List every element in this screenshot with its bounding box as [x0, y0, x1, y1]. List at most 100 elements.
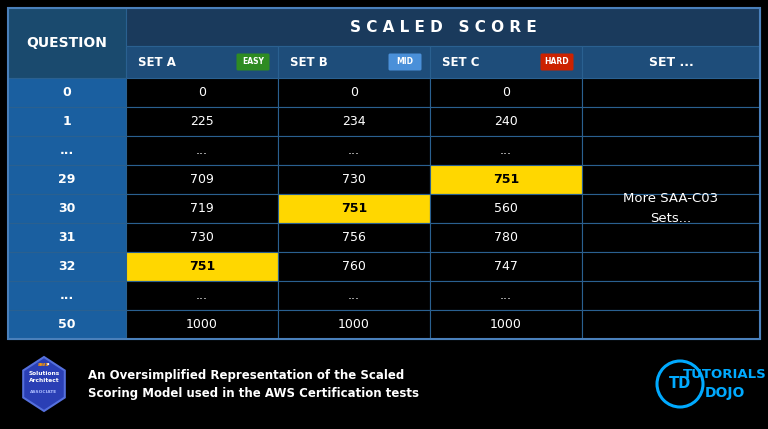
Bar [278, 46, 430, 78]
Text: 730: 730 [190, 231, 214, 244]
Bar [582, 194, 760, 223]
Text: Scoring Model used in the AWS Certification tests: Scoring Model used in the AWS Certificat… [88, 387, 419, 399]
Bar [126, 8, 760, 46]
Bar [430, 281, 582, 310]
Text: EASY: EASY [242, 57, 264, 66]
Text: ...: ... [348, 289, 360, 302]
Text: 30: 30 [58, 202, 76, 215]
Text: 31: 31 [58, 231, 76, 244]
Text: TD: TD [669, 377, 691, 392]
Text: 32: 32 [58, 260, 76, 273]
Bar [278, 310, 430, 339]
Bar [8, 8, 126, 78]
Bar [8, 310, 126, 339]
Text: TUTORIALS: TUTORIALS [683, 368, 767, 381]
Text: 234: 234 [343, 115, 366, 128]
Text: ASSOCIATE: ASSOCIATE [31, 390, 58, 394]
Text: An Oversimplified Representation of the Scaled: An Oversimplified Representation of the … [88, 369, 404, 383]
Text: 719: 719 [190, 202, 214, 215]
Text: 756: 756 [342, 231, 366, 244]
Bar [430, 107, 582, 136]
FancyBboxPatch shape [389, 54, 422, 70]
Text: aws: aws [38, 362, 48, 366]
Text: 0: 0 [502, 86, 510, 99]
Bar [8, 281, 126, 310]
Bar [126, 252, 278, 281]
Text: SET ...: SET ... [649, 55, 694, 69]
Text: 747: 747 [494, 260, 518, 273]
Polygon shape [23, 357, 65, 411]
Text: 730: 730 [342, 173, 366, 186]
Bar [278, 107, 430, 136]
Bar [582, 107, 760, 136]
Text: ...: ... [500, 289, 512, 302]
Bar [278, 165, 430, 194]
Bar [126, 46, 278, 78]
Bar [582, 252, 760, 281]
Bar [582, 136, 760, 165]
Text: 50: 50 [58, 318, 76, 331]
Bar [430, 78, 582, 107]
Text: DOJO: DOJO [705, 386, 745, 400]
Bar [278, 78, 430, 107]
Bar [8, 165, 126, 194]
Text: SET A: SET A [138, 55, 176, 69]
FancyBboxPatch shape [541, 54, 574, 70]
Text: ...: ... [348, 144, 360, 157]
Text: 709: 709 [190, 173, 214, 186]
Text: MID: MID [396, 57, 413, 66]
Text: S C A L E D   S C O R E: S C A L E D S C O R E [349, 19, 536, 34]
Bar [8, 78, 126, 107]
Text: SET B: SET B [290, 55, 328, 69]
Bar [126, 223, 278, 252]
Text: 0: 0 [350, 86, 358, 99]
Bar [126, 194, 278, 223]
Text: 1: 1 [63, 115, 71, 128]
Text: 760: 760 [342, 260, 366, 273]
Text: 1000: 1000 [186, 318, 218, 331]
Bar [430, 223, 582, 252]
Bar [126, 281, 278, 310]
Text: 225: 225 [190, 115, 214, 128]
Text: 751: 751 [493, 173, 519, 186]
Bar [430, 252, 582, 281]
Bar [582, 46, 760, 78]
Text: 780: 780 [494, 231, 518, 244]
Bar [278, 223, 430, 252]
Bar [582, 165, 760, 194]
Bar [278, 281, 430, 310]
Text: ...: ... [60, 289, 74, 302]
Text: 1000: 1000 [490, 318, 522, 331]
Text: More SAA-C03
Sets...: More SAA-C03 Sets... [624, 192, 719, 225]
Bar [8, 252, 126, 281]
Bar [278, 252, 430, 281]
Text: 0: 0 [63, 86, 71, 99]
Text: ...: ... [60, 144, 74, 157]
Text: 240: 240 [494, 115, 518, 128]
Bar [8, 223, 126, 252]
Text: SET C: SET C [442, 55, 479, 69]
Text: ●: ● [47, 362, 49, 366]
Text: Solutions
Architect: Solutions Architect [28, 372, 60, 383]
Text: 751: 751 [189, 260, 215, 273]
Bar [582, 78, 760, 107]
Bar [278, 194, 430, 223]
Text: 1000: 1000 [338, 318, 370, 331]
Bar [126, 107, 278, 136]
Text: 560: 560 [494, 202, 518, 215]
Text: 751: 751 [341, 202, 367, 215]
Bar [582, 281, 760, 310]
Bar [126, 165, 278, 194]
Text: ...: ... [196, 144, 208, 157]
Bar [582, 223, 760, 252]
Bar [278, 136, 430, 165]
Bar [430, 136, 582, 165]
Bar [126, 136, 278, 165]
Text: QUESTION: QUESTION [27, 36, 108, 50]
Bar [8, 107, 126, 136]
Bar [430, 194, 582, 223]
Text: ...: ... [196, 289, 208, 302]
Bar [430, 310, 582, 339]
Text: 29: 29 [58, 173, 76, 186]
Bar [126, 310, 278, 339]
